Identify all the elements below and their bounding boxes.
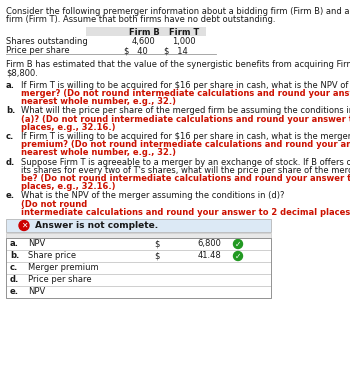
Text: c.: c. xyxy=(10,264,18,272)
Text: d.: d. xyxy=(10,275,19,285)
Text: Firm B has estimated that the value of the synergistic benefits from acquiring F: Firm B has estimated that the value of t… xyxy=(6,60,350,70)
Text: intermediate calculations and round your answer to 2 decimal places, e.g., 32.16: intermediate calculations and round your… xyxy=(21,208,350,217)
Text: Share price: Share price xyxy=(28,251,76,261)
Text: premium? (Do not round intermediate calculations and round your answer to the: premium? (Do not round intermediate calc… xyxy=(21,140,350,149)
Text: d.: d. xyxy=(6,158,15,167)
Text: What is the NPV of the merger assuming the conditions in (d)?: What is the NPV of the merger assuming t… xyxy=(21,191,285,201)
Bar xyxy=(6,286,271,298)
Circle shape xyxy=(233,251,243,261)
Text: 1,000: 1,000 xyxy=(172,37,196,46)
Text: a.: a. xyxy=(10,240,19,249)
Text: Consider the following premerger information about a bidding firm (Firm B) and a: Consider the following premerger informa… xyxy=(6,7,350,16)
Bar xyxy=(6,262,271,274)
Text: If Firm T is willing to be acquired for $16 per share in cash, what is the merge: If Firm T is willing to be acquired for … xyxy=(21,132,350,141)
Text: b.: b. xyxy=(10,251,19,261)
Text: NPV: NPV xyxy=(28,240,45,249)
Text: If Firm T is willing to be acquired for $16 per share in cash, what is the NPV o: If Firm T is willing to be acquired for … xyxy=(21,81,350,90)
Circle shape xyxy=(233,240,243,249)
Text: places, e.g., 32.16.): places, e.g., 32.16.) xyxy=(21,182,116,191)
Text: Answer is not complete.: Answer is not complete. xyxy=(35,221,158,230)
Text: its shares for every two of T's shares, what will the price per share of the mer: its shares for every two of T's shares, … xyxy=(21,166,350,175)
Text: ✓: ✓ xyxy=(235,240,241,249)
Text: places, e.g., 32.16.): places, e.g., 32.16.) xyxy=(21,123,116,132)
Text: ✓: ✓ xyxy=(235,251,241,261)
Text: $   40: $ 40 xyxy=(124,46,148,55)
Text: be? (Do not round intermediate calculations and round your answer to 2 decimal: be? (Do not round intermediate calculati… xyxy=(21,174,350,183)
Text: 41.48: 41.48 xyxy=(197,251,221,261)
Text: Shares outstanding: Shares outstanding xyxy=(6,37,88,46)
Text: Price per share: Price per share xyxy=(28,275,92,285)
Text: NPV: NPV xyxy=(28,288,45,296)
Text: Price per share: Price per share xyxy=(6,46,70,55)
Text: e.: e. xyxy=(6,191,15,201)
Text: ✕: ✕ xyxy=(21,221,27,230)
Text: (a)? (Do not round intermediate calculations and round your answer to 2 decimal: (a)? (Do not round intermediate calculat… xyxy=(21,115,350,124)
Text: Merger premium: Merger premium xyxy=(28,264,99,272)
Text: Suppose Firm T is agreeable to a merger by an exchange of stock. If B offers one: Suppose Firm T is agreeable to a merger … xyxy=(21,158,350,167)
Text: nearest whole number, e.g., 32.): nearest whole number, e.g., 32.) xyxy=(21,97,176,106)
Text: $   14: $ 14 xyxy=(164,46,188,55)
Text: b.: b. xyxy=(6,107,15,115)
Text: firm (Firm T). Assume that both firms have no debt outstanding.: firm (Firm T). Assume that both firms ha… xyxy=(6,15,275,24)
Text: Firm B: Firm B xyxy=(129,28,159,37)
Text: c.: c. xyxy=(6,132,14,141)
Bar xyxy=(6,238,271,298)
Bar xyxy=(86,28,206,36)
Text: a.: a. xyxy=(6,81,15,90)
Bar xyxy=(6,274,271,286)
Text: 4,600: 4,600 xyxy=(132,37,156,46)
Bar xyxy=(6,233,271,238)
Text: $: $ xyxy=(154,251,159,261)
Bar xyxy=(6,219,271,232)
Text: 6,800: 6,800 xyxy=(197,240,221,249)
Text: merger? (Do not round intermediate calculations and round your answer to the: merger? (Do not round intermediate calcu… xyxy=(21,89,350,98)
Text: nearest whole number, e.g., 32.): nearest whole number, e.g., 32.) xyxy=(21,148,176,157)
Bar xyxy=(6,238,271,250)
Text: e.: e. xyxy=(10,288,19,296)
Text: $8,800.: $8,800. xyxy=(6,69,38,78)
Text: (Do not round: (Do not round xyxy=(21,200,87,209)
Text: $: $ xyxy=(154,240,159,249)
Text: What will the price per share of the merged firm be assuming the conditions in: What will the price per share of the mer… xyxy=(21,107,350,115)
Bar xyxy=(6,250,271,262)
Circle shape xyxy=(19,220,29,230)
Text: Firm T: Firm T xyxy=(169,28,199,37)
